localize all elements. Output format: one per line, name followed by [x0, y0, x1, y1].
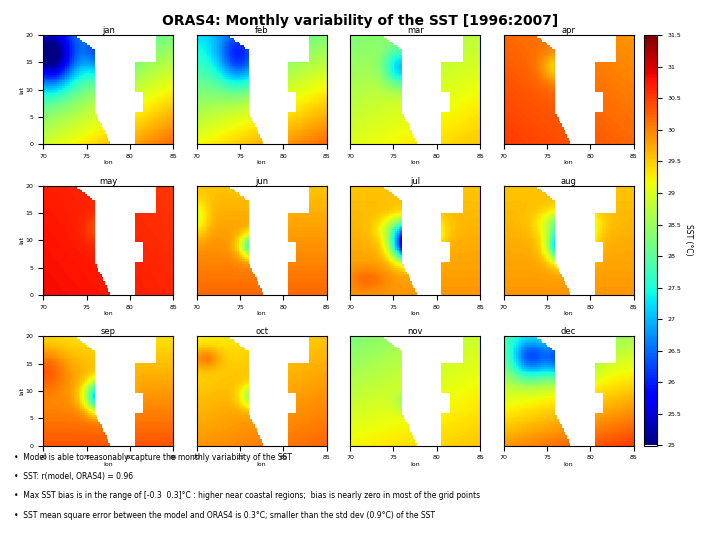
Title: dec: dec [561, 327, 576, 336]
X-axis label: lon: lon [257, 311, 266, 316]
Title: oct: oct [255, 327, 268, 336]
X-axis label: lon: lon [104, 160, 113, 165]
Title: may: may [99, 177, 117, 186]
Y-axis label: lat: lat [19, 236, 24, 245]
Title: aug: aug [561, 177, 577, 186]
X-axis label: lon: lon [410, 160, 420, 165]
X-axis label: lon: lon [257, 160, 266, 165]
Y-axis label: lat: lat [19, 387, 24, 395]
Title: jul: jul [410, 177, 420, 186]
X-axis label: lon: lon [104, 311, 113, 316]
Title: jun: jun [255, 177, 269, 186]
Text: •  SST: r(model, ORAS4) = 0.96: • SST: r(model, ORAS4) = 0.96 [14, 472, 133, 481]
Text: ORAS4: Monthly variability of the SST [1996:2007]: ORAS4: Monthly variability of the SST [1… [162, 14, 558, 28]
Text: •  SST mean square error between the model and ORAS4 is 0.3°C; smaller than the : • SST mean square error between the mode… [14, 511, 436, 520]
Title: feb: feb [255, 26, 269, 35]
X-axis label: lon: lon [564, 311, 573, 316]
X-axis label: lon: lon [410, 311, 420, 316]
Text: •  Max SST bias is in the range of [-0.3  0.3]°C : higher near coastal regions; : • Max SST bias is in the range of [-0.3 … [14, 491, 480, 501]
X-axis label: lon: lon [410, 462, 420, 467]
X-axis label: lon: lon [564, 462, 573, 467]
Text: •  Model is able to reasonably capture the monthly variability of the SST: • Model is able to reasonably capture th… [14, 453, 292, 462]
Title: sep: sep [101, 327, 116, 336]
Title: apr: apr [562, 26, 575, 35]
X-axis label: lon: lon [104, 462, 113, 467]
Title: mar: mar [407, 26, 423, 35]
Y-axis label: SST (°C): SST (°C) [685, 225, 693, 256]
Title: jan: jan [102, 26, 114, 35]
Title: nov: nov [408, 327, 423, 336]
X-axis label: lon: lon [257, 462, 266, 467]
X-axis label: lon: lon [564, 160, 573, 165]
Y-axis label: lat: lat [19, 86, 24, 94]
